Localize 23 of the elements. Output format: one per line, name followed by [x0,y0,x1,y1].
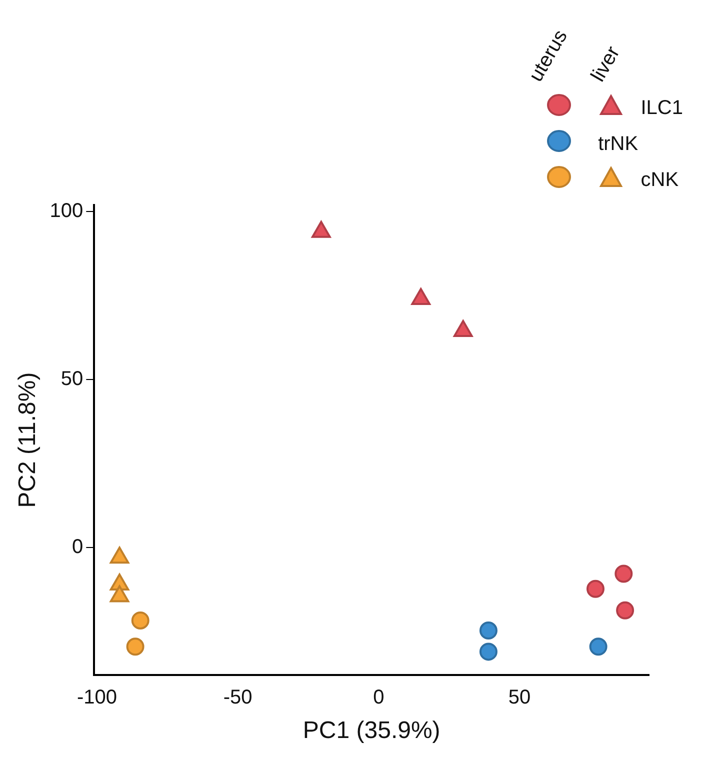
point [479,622,498,640]
legend-label: ILC1 [640,96,684,120]
legend-label: cNK [640,168,680,192]
point [616,601,634,620]
legend-label: trNK [597,132,640,156]
point [586,580,604,598]
x-tick-label: -50 [223,686,252,709]
y-tick-label: 100 [50,200,84,222]
x-tick-label: 0 [373,686,384,709]
point [411,288,431,306]
point [479,642,498,661]
y-tick-label: 50 [60,368,84,390]
y-axis-title: PC2 (11.8%) [14,372,42,508]
point [614,564,633,583]
point [131,611,150,630]
x-tick-label: 50 [508,686,531,709]
x-tick-label: -100 [76,686,117,709]
x-axis-title: PC1 (35.9%) [302,717,440,744]
y-tick-label: 0 [72,536,84,558]
point [126,638,144,656]
point [589,638,608,656]
point [312,220,331,238]
point [453,320,473,337]
